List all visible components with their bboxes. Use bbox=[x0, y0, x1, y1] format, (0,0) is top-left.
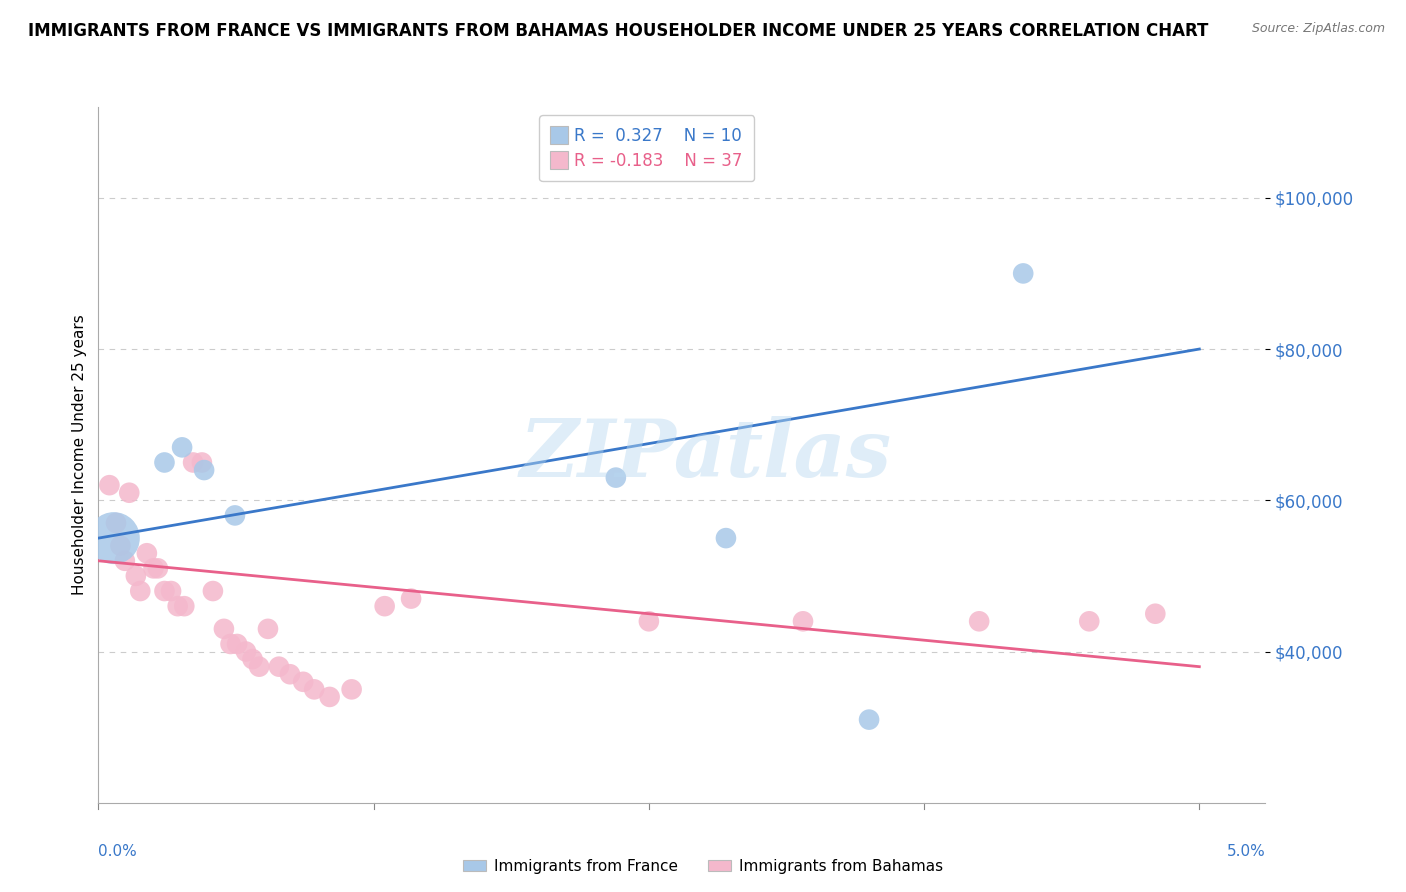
Point bbox=[1012, 267, 1035, 281]
Point bbox=[118, 485, 141, 500]
Point bbox=[129, 584, 152, 599]
Point bbox=[98, 478, 121, 492]
Point bbox=[160, 584, 183, 599]
Text: 0.0%: 0.0% bbox=[98, 845, 138, 859]
Point bbox=[153, 455, 176, 469]
Point bbox=[201, 584, 224, 599]
Text: 5.0%: 5.0% bbox=[1226, 845, 1265, 859]
Point bbox=[302, 682, 325, 697]
Point bbox=[967, 615, 990, 629]
Point bbox=[105, 516, 128, 530]
Point bbox=[605, 470, 627, 484]
Point bbox=[235, 644, 257, 658]
Point bbox=[172, 441, 194, 455]
Point bbox=[1078, 615, 1101, 629]
Point bbox=[257, 622, 280, 636]
Point bbox=[399, 591, 422, 606]
Point bbox=[191, 455, 214, 469]
Point bbox=[110, 539, 132, 553]
Point bbox=[146, 561, 169, 575]
Text: Source: ZipAtlas.com: Source: ZipAtlas.com bbox=[1251, 22, 1385, 36]
Text: ZIPatlas: ZIPatlas bbox=[519, 417, 891, 493]
Point bbox=[135, 546, 157, 560]
Point bbox=[219, 637, 242, 651]
Point bbox=[858, 713, 880, 727]
Point bbox=[374, 599, 396, 614]
Point bbox=[318, 690, 340, 704]
Point bbox=[278, 667, 301, 681]
Legend: R =  0.327    N = 10, R = -0.183    N = 37: R = 0.327 N = 10, R = -0.183 N = 37 bbox=[540, 115, 755, 181]
Point bbox=[224, 508, 246, 523]
Point bbox=[1144, 607, 1167, 621]
Point bbox=[173, 599, 195, 614]
Legend: Immigrants from France, Immigrants from Bahamas: Immigrants from France, Immigrants from … bbox=[457, 853, 949, 880]
Point bbox=[792, 615, 814, 629]
Point bbox=[340, 682, 363, 697]
Text: IMMIGRANTS FROM FRANCE VS IMMIGRANTS FROM BAHAMAS HOUSEHOLDER INCOME UNDER 25 YE: IMMIGRANTS FROM FRANCE VS IMMIGRANTS FRO… bbox=[28, 22, 1209, 40]
Point bbox=[714, 531, 737, 545]
Point bbox=[181, 455, 204, 469]
Point bbox=[142, 561, 165, 575]
Point bbox=[103, 531, 125, 545]
Point bbox=[242, 652, 264, 666]
Point bbox=[638, 615, 661, 629]
Point bbox=[226, 637, 249, 651]
Point bbox=[267, 659, 290, 673]
Point bbox=[114, 554, 136, 568]
Y-axis label: Householder Income Under 25 years: Householder Income Under 25 years bbox=[72, 315, 87, 595]
Point bbox=[125, 569, 148, 583]
Point bbox=[166, 599, 188, 614]
Point bbox=[193, 463, 215, 477]
Point bbox=[212, 622, 235, 636]
Point bbox=[153, 584, 176, 599]
Point bbox=[247, 659, 270, 673]
Point bbox=[292, 674, 315, 689]
